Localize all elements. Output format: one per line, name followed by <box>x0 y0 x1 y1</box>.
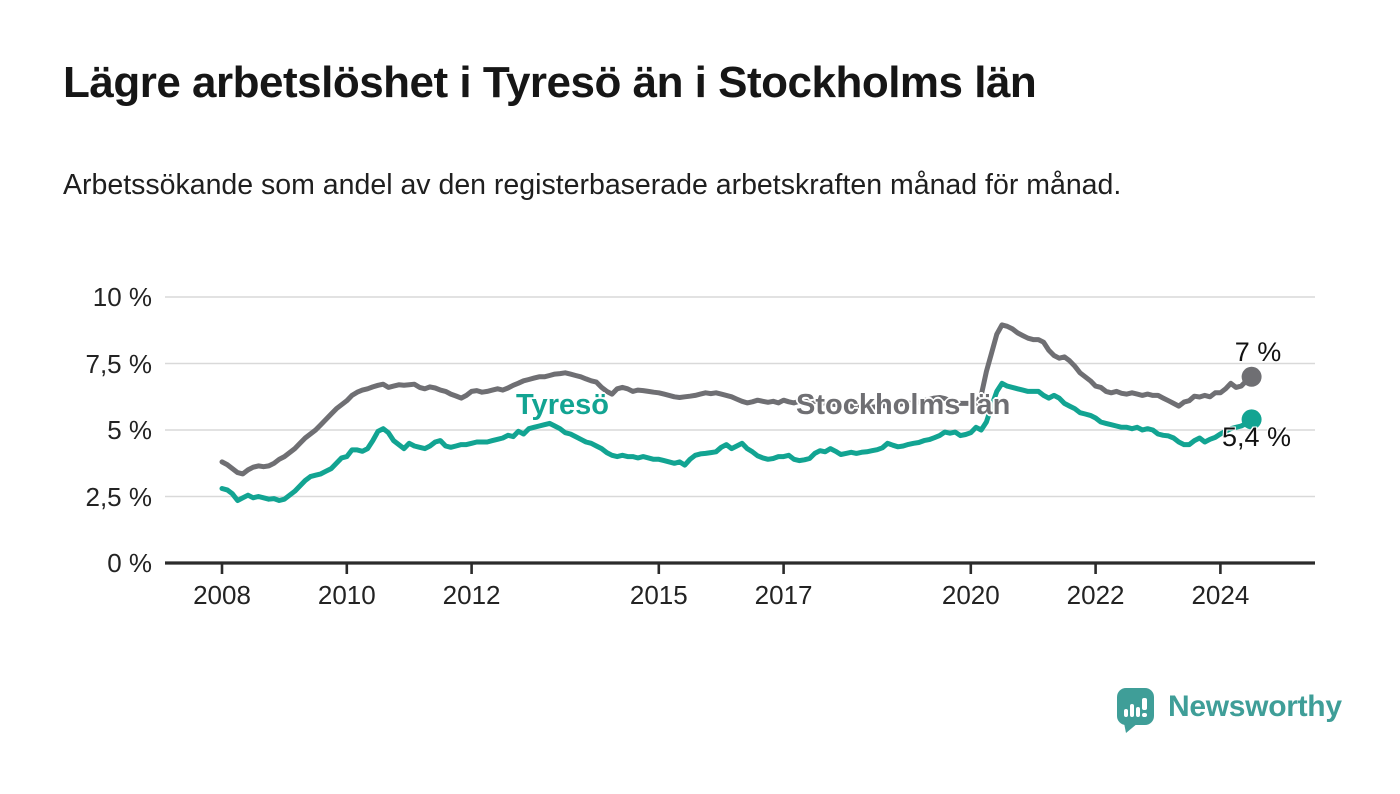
x-tick-label: 2010 <box>317 580 376 610</box>
series-label-tyreso: Tyresö <box>516 389 609 421</box>
bar-chart-bar <box>1124 709 1128 717</box>
exclamation-mark <box>1142 698 1147 710</box>
x-tick-label: 2012 <box>442 580 501 610</box>
bar-chart-speech-bubble-icon <box>1117 688 1154 733</box>
speech-bubble-tail <box>1124 723 1138 733</box>
bar-chart-bar <box>1136 707 1140 717</box>
x-tick-label: 2024 <box>1191 580 1250 610</box>
end-dot-stockholms-l-n <box>1241 366 1262 387</box>
page-subtitle: Arbetssökande som andel av den registerb… <box>63 169 1122 201</box>
x-tick-label: 2020 <box>941 580 1000 610</box>
bar-chart-bar <box>1130 704 1134 717</box>
series-label-stockholms-lan: Stockholms län <box>796 389 1011 421</box>
page-title: Lägre arbetslöshet i Tyresö än i Stockho… <box>63 58 1037 107</box>
y-tick-label: 7,5 % <box>85 348 153 379</box>
x-tick-label: 2017 <box>754 580 813 610</box>
y-tick-label: 10 % <box>92 282 152 312</box>
series-line-stockholms-l-n <box>219 322 1255 477</box>
y-tick-label: 5 % <box>107 415 152 445</box>
x-tick-label: 2008 <box>193 580 251 610</box>
end-value-label-stockholms-lan: 7 % <box>1234 337 1282 367</box>
x-tick-label: 2022 <box>1066 580 1125 610</box>
logo-text: Newsworthy <box>1168 689 1342 723</box>
exclamation-dot <box>1142 712 1147 717</box>
newsworthy-logo: Newsworthy <box>1117 688 1342 733</box>
y-tick-label: 0 % <box>107 548 152 578</box>
y-tick-label: 2,5 % <box>85 481 153 512</box>
end-value-label-tyreso: 5,4 % <box>1222 422 1292 452</box>
x-tick-label: 2015 <box>629 580 688 610</box>
series-line-tyres- <box>219 380 1255 503</box>
